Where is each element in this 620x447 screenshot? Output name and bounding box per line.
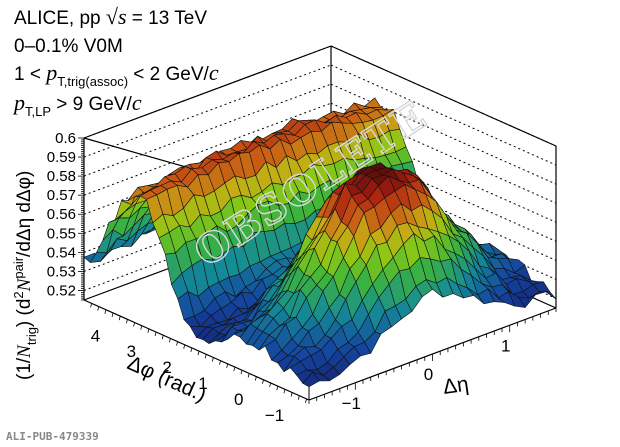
dphi-tick bbox=[204, 354, 207, 359]
deta-tick-label: −1 bbox=[342, 394, 361, 413]
gridline bbox=[83, 83, 332, 177]
dphi-tick bbox=[190, 347, 193, 353]
dphi-tick bbox=[154, 331, 157, 337]
publication-id: ALI-PUB-479339 bbox=[6, 430, 99, 443]
frame-edge bbox=[330, 45, 557, 147]
dphi-tick-label: 2 bbox=[162, 358, 171, 377]
dphi-tick bbox=[247, 373, 250, 378]
dphi-tick bbox=[226, 363, 229, 368]
dphi-tick bbox=[290, 392, 293, 397]
z-tick-label: 0.56 bbox=[47, 206, 76, 223]
legend-line-multiplicity: 0–0.1% V0M bbox=[14, 36, 123, 57]
dphi-tick bbox=[283, 389, 286, 394]
dphi-tick-label: −1 bbox=[265, 406, 284, 425]
gridline bbox=[83, 64, 332, 158]
dphi-tick-label: 0 bbox=[234, 390, 243, 409]
dphi-tick bbox=[140, 325, 143, 330]
z-axis: 0.52 0.53 0.54 0.55 0.56 0.57 0.58 0.59 0.6 bbox=[47, 130, 84, 301]
deta-axis-title: Δη bbox=[441, 373, 470, 399]
dphi-tick bbox=[219, 360, 221, 365]
z-tick-label: 0.57 bbox=[47, 187, 76, 204]
z-tick-label: 0.6 bbox=[55, 130, 76, 147]
legend-line-energy: ALICE, pp √s = 13 TeV bbox=[14, 4, 207, 29]
legend-line-pt-trig-assoc: 1 < pT,trig(assoc) < 2 GeV/c bbox=[14, 60, 219, 89]
deta-axis: −1 0 1 bbox=[308, 308, 557, 413]
surface-mesh bbox=[83, 97, 557, 388]
dphi-tick bbox=[233, 366, 236, 372]
gridline bbox=[330, 64, 557, 166]
z-axis-title: (1/Ntrig) (d2Npair/dΔη dΔφ) bbox=[11, 171, 39, 380]
dphi-tick bbox=[183, 344, 186, 349]
surface-cell bbox=[539, 291, 557, 300]
dphi-tick bbox=[262, 379, 264, 384]
dphi-axis-line bbox=[83, 299, 310, 401]
surface-cell bbox=[363, 97, 382, 108]
dphi-tick bbox=[211, 357, 214, 362]
dphi-tick bbox=[97, 306, 100, 311]
dphi-tick-label: 3 bbox=[127, 342, 136, 361]
z-tick-label: 0.58 bbox=[47, 168, 76, 185]
dphi-tick bbox=[147, 328, 150, 333]
dphi-tick bbox=[176, 341, 178, 346]
z-tick-label: 0.55 bbox=[47, 225, 76, 242]
z-tick-label: 0.54 bbox=[47, 244, 76, 261]
gridline bbox=[330, 83, 557, 185]
dphi-tick bbox=[254, 376, 257, 381]
dphi-tick bbox=[297, 395, 300, 400]
dphi-tick bbox=[305, 398, 307, 403]
dphi-tick bbox=[269, 382, 272, 388]
dphi-tick-label: 1 bbox=[198, 374, 207, 393]
dphi-tick bbox=[111, 312, 114, 318]
dphi-tick bbox=[118, 316, 121, 321]
frame-edge bbox=[83, 45, 332, 139]
z-tick-label: 0.53 bbox=[47, 263, 76, 280]
dphi-axis: −1 0 1 2 3 4 bbox=[90, 303, 307, 425]
dphi-tick bbox=[168, 338, 171, 343]
dphi-tick bbox=[133, 322, 135, 327]
dphi-tick bbox=[126, 319, 128, 324]
gridline bbox=[83, 102, 332, 196]
dphi-tick bbox=[197, 351, 200, 356]
dphi-tick-label: 4 bbox=[91, 326, 100, 345]
deta-tick-label: 0 bbox=[424, 365, 433, 384]
deta-tick-label: 1 bbox=[501, 336, 510, 355]
dphi-tick bbox=[104, 309, 107, 314]
dphi-tick bbox=[161, 335, 164, 340]
dphi-tick bbox=[276, 386, 279, 391]
z-tick-label: 0.52 bbox=[47, 282, 76, 299]
dphi-tick bbox=[240, 370, 243, 375]
z-tick-label: 0.59 bbox=[47, 149, 76, 166]
dphi-tick bbox=[90, 303, 92, 308]
legend-line-pt-lp: pT,LP > 9 GeV/c bbox=[14, 90, 142, 119]
